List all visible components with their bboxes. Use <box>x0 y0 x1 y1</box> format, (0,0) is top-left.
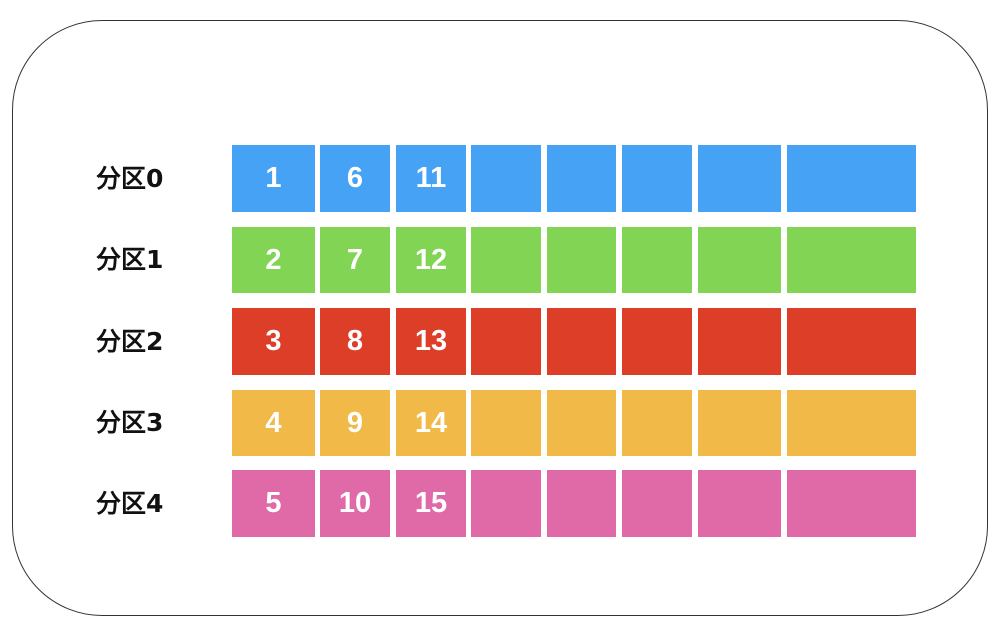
partition-slot <box>471 308 541 375</box>
partition-label: 分区3 <box>96 408 164 437</box>
partition-slot <box>787 145 916 212</box>
diagram-frame <box>12 20 988 616</box>
partition-slot <box>622 470 692 537</box>
partition-label: 分区1 <box>96 245 164 274</box>
partition-slot: 15 <box>396 470 466 537</box>
partition-label: 分区0 <box>96 163 164 193</box>
partition-slot: 9 <box>320 390 390 456</box>
partition-slot <box>471 145 541 212</box>
partition-slot <box>547 308 616 375</box>
partition-slot: 2 <box>232 227 315 293</box>
partition-slot: 6 <box>320 145 390 212</box>
partition-slot <box>698 308 781 375</box>
partition-slot: 13 <box>396 308 466 375</box>
partition-slot: 14 <box>396 390 466 456</box>
partition-slot <box>787 470 916 537</box>
partition-slot <box>622 308 692 375</box>
partition-slot: 4 <box>232 390 315 456</box>
partition-slot: 7 <box>320 227 390 293</box>
partition-slot <box>622 145 692 212</box>
partition-slot: 10 <box>320 470 390 537</box>
partition-slot <box>698 227 781 293</box>
partition-label: 分区4 <box>96 488 164 518</box>
partition-slot: 12 <box>396 227 466 293</box>
partition-slot <box>787 390 916 456</box>
partition-slot: 8 <box>320 308 390 375</box>
partition-slot <box>622 227 692 293</box>
partition-slot <box>471 227 541 293</box>
partition-slot <box>547 227 616 293</box>
partition-slot <box>547 390 616 456</box>
partition-slot <box>787 308 916 375</box>
partition-slot <box>698 145 781 212</box>
partition-label: 分区2 <box>96 326 164 356</box>
partition-slot <box>787 227 916 293</box>
partition-slot <box>471 470 541 537</box>
partition-slot <box>547 470 616 537</box>
partition-slot <box>471 390 541 456</box>
partition-slot <box>547 145 616 212</box>
partition-slot <box>622 390 692 456</box>
partition-slot: 3 <box>232 308 315 375</box>
partition-slot <box>698 390 781 456</box>
partition-slot <box>698 470 781 537</box>
partition-slot: 1 <box>232 145 315 212</box>
partition-slot: 11 <box>396 145 466 212</box>
partition-slot: 5 <box>232 470 315 537</box>
